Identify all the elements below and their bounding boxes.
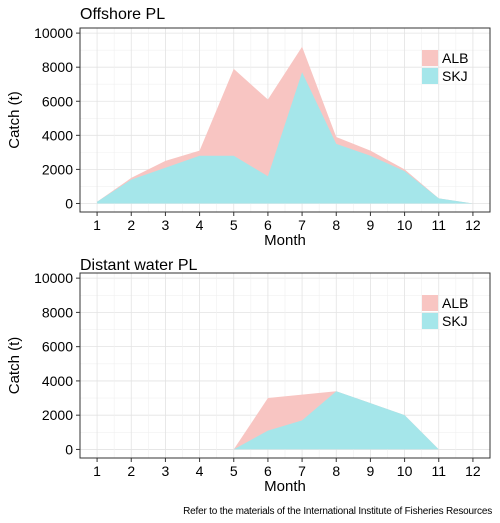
legend-key-skj	[422, 313, 438, 329]
x-tick-label: 5	[230, 463, 238, 479]
chart-title-distant-water: Distant water PL	[80, 257, 198, 274]
x-tick-label: 10	[397, 463, 413, 479]
y-tick-label: 6000	[42, 339, 73, 355]
legend-key-alb	[422, 50, 438, 66]
x-axis-title: Month	[264, 232, 306, 249]
y-tick-label: 2000	[42, 407, 73, 423]
legend-key-skj	[422, 68, 438, 84]
x-tick-label: 2	[127, 463, 135, 479]
x-tick-label: 8	[332, 463, 340, 479]
x-tick-label: 6	[264, 217, 272, 233]
legend-label-alb: ALB	[442, 50, 468, 66]
y-axis-title: Catch (t)	[6, 91, 23, 149]
y-tick-label: 8000	[42, 304, 73, 320]
x-tick-label: 8	[332, 217, 340, 233]
y-tick-label: 6000	[42, 93, 73, 109]
area-series-skj	[97, 72, 473, 204]
x-tick-label: 12	[465, 217, 481, 233]
y-tick-label: 2000	[42, 161, 73, 177]
x-tick-label: 6	[264, 463, 272, 479]
legend-label-alb: ALB	[442, 295, 468, 311]
source-note: Refer to the materials of the Internatio…	[183, 506, 492, 517]
x-tick-label: 9	[367, 217, 375, 233]
legend-label-skj: SKJ	[442, 68, 468, 84]
x-tick-label: 7	[298, 217, 306, 233]
plot-border	[79, 272, 491, 459]
x-tick-label: 9	[367, 463, 375, 479]
x-tick-label: 11	[431, 463, 446, 479]
x-tick-label: 4	[196, 463, 204, 479]
chart-title-offshore: Offshore PL	[80, 6, 166, 23]
legend-label-skj: SKJ	[442, 313, 468, 329]
x-tick-label: 3	[162, 463, 170, 479]
y-tick-label: 0	[65, 441, 73, 457]
y-tick-label: 4000	[42, 373, 73, 389]
x-tick-label: 3	[162, 217, 170, 233]
x-tick-label: 2	[127, 217, 135, 233]
x-tick-label: 7	[298, 463, 306, 479]
x-axis-title: Month	[264, 478, 306, 495]
x-tick-label: 1	[93, 217, 101, 233]
plot-border	[79, 27, 491, 213]
area-series-skj	[233, 391, 439, 450]
y-tick-label: 10000	[34, 25, 73, 41]
x-tick-label: 11	[431, 217, 446, 233]
legend-key-alb	[422, 295, 438, 311]
y-tick-label: 10000	[34, 270, 73, 286]
y-tick-label: 0	[65, 195, 73, 211]
x-tick-label: 4	[196, 217, 204, 233]
x-tick-label: 5	[230, 217, 238, 233]
y-tick-label: 4000	[42, 127, 73, 143]
y-axis-title: Catch (t)	[6, 337, 23, 395]
x-tick-label: 12	[465, 463, 481, 479]
x-tick-label: 10	[397, 217, 413, 233]
x-tick-label: 1	[93, 463, 101, 479]
y-tick-label: 8000	[42, 59, 73, 75]
